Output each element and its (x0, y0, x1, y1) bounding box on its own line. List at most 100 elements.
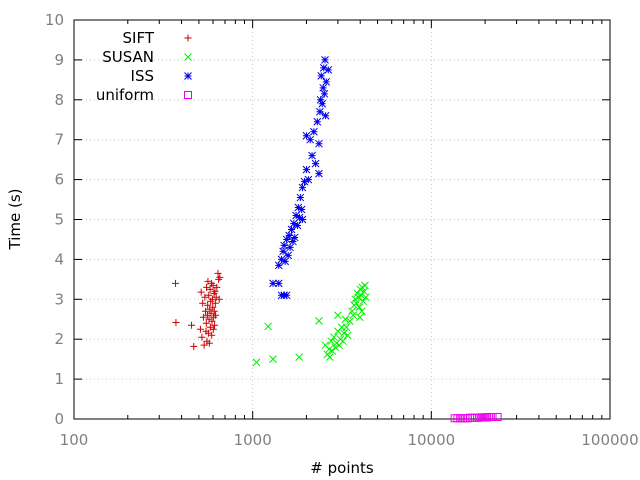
uniform-point (493, 413, 502, 422)
sift-point (212, 311, 220, 319)
sift-point (208, 295, 216, 303)
sift-point (204, 277, 212, 285)
y-tick-label: 8 (54, 91, 64, 109)
grid (74, 20, 610, 419)
x-tick-label: 100 (60, 431, 89, 449)
iss-point (290, 233, 299, 242)
sift-point (211, 299, 219, 307)
iss-point (274, 261, 283, 270)
susan-point (325, 353, 334, 362)
iss-point (281, 257, 290, 266)
sift-point (206, 285, 214, 293)
susan-point (359, 297, 367, 306)
x-axis-label: # points (310, 459, 374, 477)
susan-point (340, 329, 348, 338)
iss-point (298, 183, 307, 192)
susan-point (269, 355, 277, 364)
sift-point (203, 283, 211, 291)
iss-point (308, 151, 316, 160)
iss-point (311, 159, 320, 168)
iss-point (289, 219, 298, 228)
sift-point (199, 313, 207, 321)
sift-point (211, 287, 219, 295)
sift-point (200, 341, 208, 349)
y-tick-label: 5 (54, 211, 64, 229)
iss-point (304, 175, 313, 184)
sift-point (205, 291, 213, 299)
susan-point (328, 347, 337, 356)
iss-point (315, 169, 323, 178)
sift-point (203, 311, 211, 319)
iss-point (294, 203, 303, 212)
iss-point (287, 225, 296, 234)
iss-point (302, 165, 311, 174)
iss-point (285, 231, 293, 240)
susan-point (361, 293, 370, 302)
uniform-point (461, 414, 470, 423)
iss-point (321, 56, 329, 64)
y-tick-label: 9 (54, 51, 64, 69)
sift-point (172, 279, 180, 287)
iss-point (280, 241, 288, 250)
susan-point (357, 307, 366, 316)
sift-point (199, 299, 207, 307)
iss-point (282, 291, 291, 300)
iss-point (277, 255, 286, 264)
susan-point (343, 331, 352, 340)
data-points (172, 56, 502, 423)
susan-point (334, 311, 342, 320)
sift-point (208, 317, 216, 325)
sift-point (202, 307, 210, 315)
sift-point (188, 321, 196, 329)
sift-point (214, 269, 222, 277)
y-tick-label: 4 (54, 250, 64, 268)
iss-point (284, 251, 293, 260)
iss-point (320, 89, 329, 98)
susan-point (252, 358, 261, 367)
legend-marker-iss (184, 72, 192, 80)
iss-point (295, 213, 304, 222)
iss-point (293, 221, 302, 230)
y-tick-label: 2 (54, 330, 64, 348)
iss-point (274, 279, 283, 288)
y-tick-label: 1 (54, 370, 64, 388)
uniform-point (463, 414, 472, 423)
sift-point (213, 283, 221, 291)
iss-point (313, 117, 322, 126)
sift-point (215, 295, 223, 303)
sift-point (208, 331, 216, 339)
legend-label-iss: ISS (131, 67, 154, 85)
iss-point (269, 279, 277, 288)
sift-point (198, 333, 206, 341)
susan-point (264, 322, 272, 331)
susan-point (355, 313, 364, 322)
y-axis-label: Time (s) (6, 189, 24, 251)
sift-point (190, 342, 198, 350)
susan-point (361, 281, 369, 290)
y-tick-label: 6 (54, 171, 64, 189)
iss-point (315, 139, 323, 148)
susan-point (341, 315, 350, 324)
iss-point (322, 77, 331, 86)
susan-point (342, 323, 351, 332)
susan-point (352, 299, 361, 308)
uniform-point (453, 414, 462, 423)
y-tick-label: 3 (54, 290, 64, 308)
iss-point (306, 135, 315, 144)
x-tick-label: 100000 (581, 431, 638, 449)
iss-point (319, 64, 328, 72)
sift-point (204, 301, 212, 309)
susan-point (355, 303, 364, 312)
legend-marker-susan (184, 53, 192, 61)
susan-point (315, 316, 323, 325)
y-tick-label: 0 (54, 410, 64, 428)
sift-point (216, 273, 224, 281)
susan-point (295, 353, 303, 362)
uniform-point (466, 413, 475, 422)
iss-point (316, 95, 325, 104)
y-tick-label: 7 (54, 131, 64, 149)
iss-point (321, 111, 330, 120)
iss-point (317, 72, 326, 80)
susan-point (357, 291, 366, 300)
